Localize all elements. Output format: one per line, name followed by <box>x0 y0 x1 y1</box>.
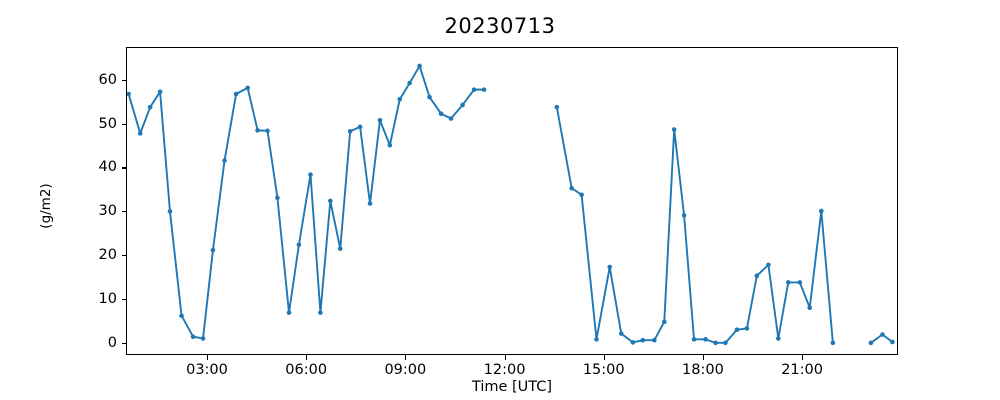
data-point <box>630 340 636 345</box>
x-tick-label: 09:00 <box>384 362 427 378</box>
data-point <box>417 63 422 69</box>
chart-title: 20230713 <box>444 14 556 38</box>
data-point <box>157 89 163 95</box>
data-point <box>296 242 302 248</box>
data-point <box>448 116 454 121</box>
data-point <box>377 117 383 123</box>
data-point <box>167 209 173 214</box>
data-point <box>640 337 646 343</box>
y-tick-label: 10 <box>98 290 117 307</box>
data-point <box>797 280 803 285</box>
data-point <box>286 310 292 315</box>
data-point <box>481 87 487 92</box>
data-point <box>337 246 343 251</box>
y-axis-label: (g/m2) <box>38 183 54 229</box>
data-point <box>265 128 270 134</box>
data-point <box>460 102 465 108</box>
data-point <box>137 131 143 136</box>
data-point <box>766 262 771 268</box>
x-tick-label: 06:00 <box>285 362 328 378</box>
data-point <box>357 124 363 130</box>
data-point <box>594 337 599 342</box>
data-point <box>328 198 333 204</box>
data-point <box>807 305 813 311</box>
x-tick-label: 12:00 <box>483 362 526 378</box>
data-point <box>713 340 718 346</box>
data-point <box>754 273 760 279</box>
data-point <box>652 337 657 343</box>
data-point <box>127 91 131 97</box>
x-tick-label: 21:00 <box>781 362 823 378</box>
line-series-plot <box>127 63 895 346</box>
data-point <box>554 104 560 110</box>
data-point <box>661 319 667 325</box>
data-point <box>318 310 323 315</box>
data-point <box>744 326 750 331</box>
data-point <box>703 337 708 342</box>
data-point <box>210 247 216 253</box>
y-tick-label: 60 <box>98 71 117 88</box>
data-point <box>427 94 432 100</box>
data-point <box>347 128 353 134</box>
data-point <box>200 336 206 341</box>
data-point <box>691 337 697 342</box>
data-point <box>618 331 624 336</box>
data-point <box>880 332 885 337</box>
data-point <box>255 128 260 133</box>
data-point <box>275 195 280 201</box>
series-line-1 <box>127 65 486 340</box>
data-point <box>830 340 836 346</box>
data-point <box>471 87 477 92</box>
x-tick-label: 15:00 <box>582 362 625 378</box>
data-point <box>671 127 677 132</box>
data-point <box>179 313 184 318</box>
data-point <box>245 85 250 91</box>
data-point <box>407 80 412 86</box>
data-point <box>868 340 874 346</box>
plot-axes <box>126 47 898 355</box>
x-tick-label: 03:00 <box>186 362 228 378</box>
x-axis-label: Time [UTC] <box>471 379 553 395</box>
y-tick-label: 0 <box>107 334 117 351</box>
series-line-2 <box>555 106 834 344</box>
data-point <box>233 91 239 97</box>
data-point <box>776 336 781 341</box>
data-point <box>681 213 687 218</box>
x-tick-label: 18:00 <box>682 362 724 378</box>
data-point <box>607 264 613 270</box>
data-point <box>438 111 444 117</box>
data-point <box>890 339 895 345</box>
data-point <box>819 208 824 214</box>
data-point <box>367 201 373 206</box>
data-point <box>147 104 153 110</box>
data-point <box>785 280 791 285</box>
data-point <box>723 340 728 346</box>
data-point <box>190 334 196 340</box>
y-tick-label: 50 <box>98 115 117 132</box>
data-point <box>569 185 574 191</box>
data-point <box>734 327 740 333</box>
data-point <box>387 142 393 148</box>
data-point <box>397 96 403 102</box>
data-point <box>222 158 227 163</box>
data-point <box>308 172 313 177</box>
data-point <box>579 192 584 198</box>
